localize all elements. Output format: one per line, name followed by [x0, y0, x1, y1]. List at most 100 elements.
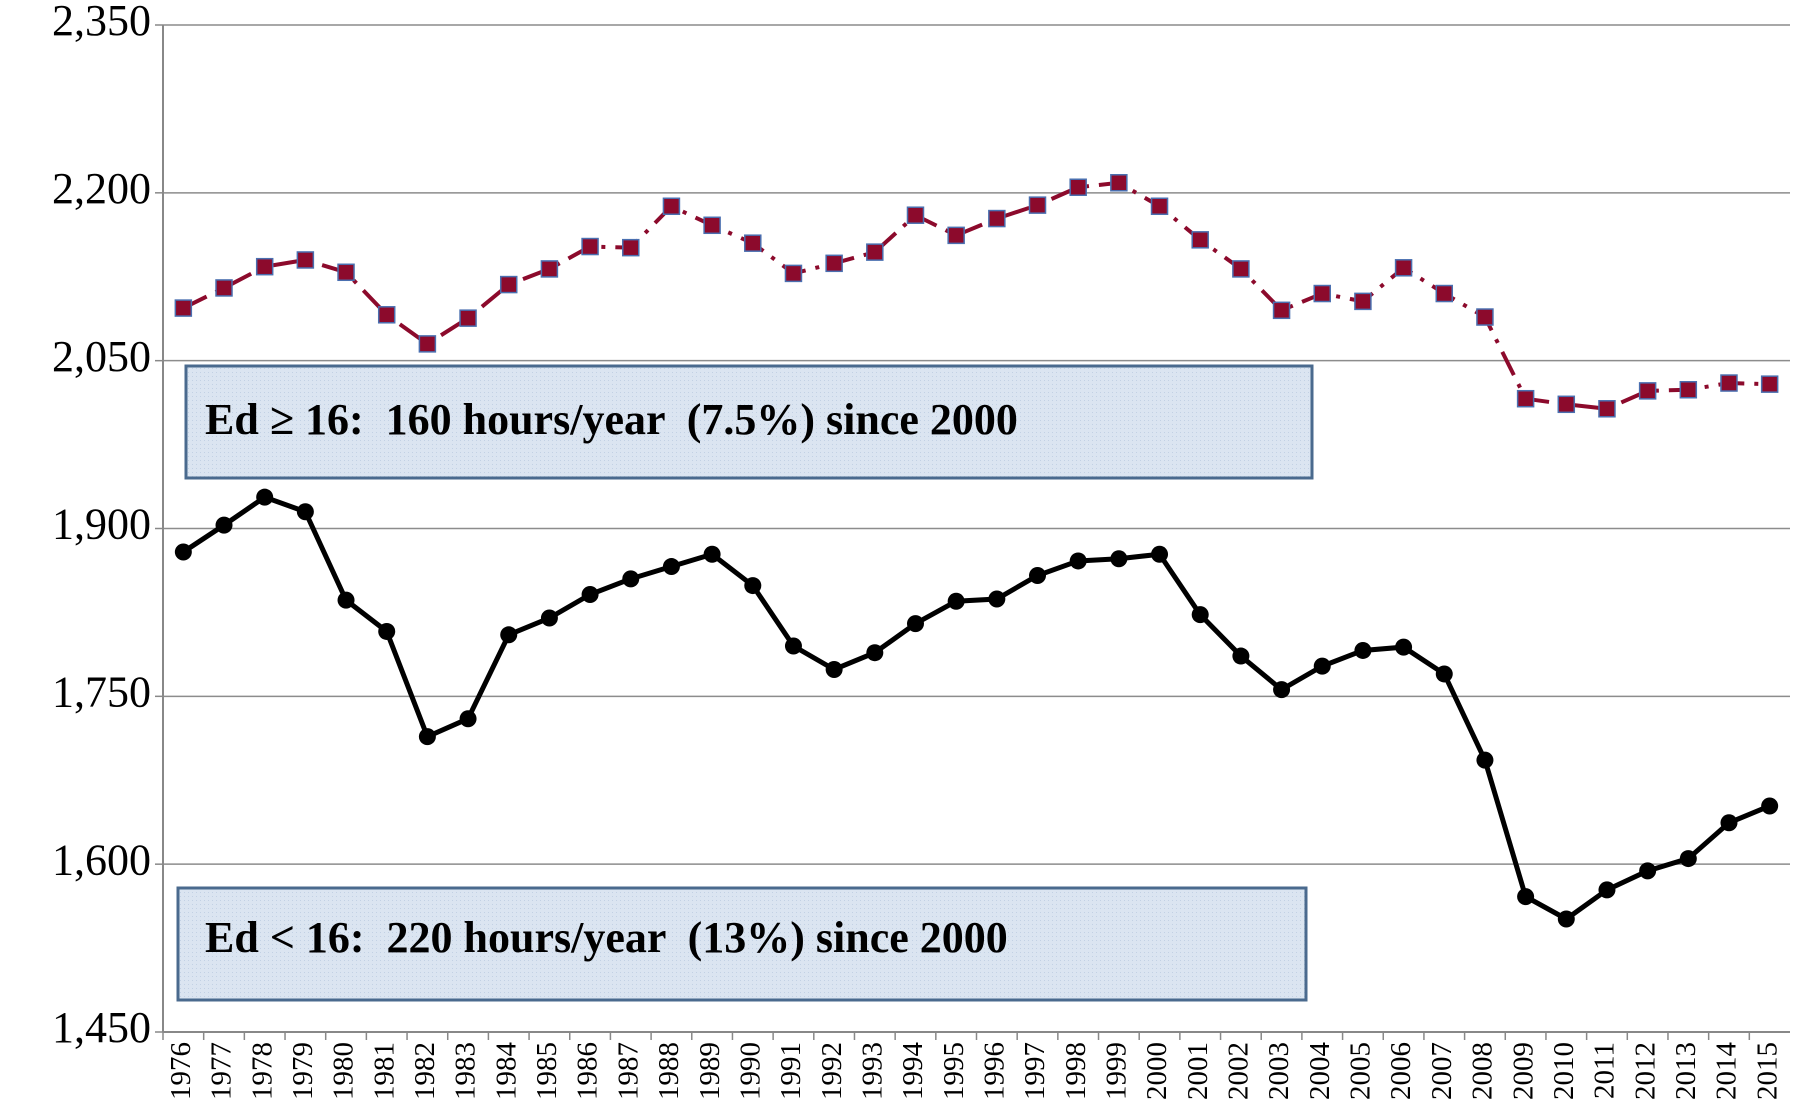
x-tick-label: 1989 — [694, 1042, 726, 1100]
marker — [1720, 814, 1738, 832]
x-tick-label: 2012 — [1629, 1042, 1661, 1100]
x-tick-label: 1978 — [246, 1042, 278, 1100]
marker — [988, 209, 1006, 228]
marker — [1110, 550, 1128, 568]
marker — [1069, 552, 1087, 570]
marker — [1150, 197, 1169, 216]
marker — [1191, 231, 1209, 249]
x-tick-label: 1995 — [938, 1042, 970, 1100]
marker — [581, 237, 599, 256]
marker — [418, 335, 437, 353]
annotation-box — [184, 364, 1314, 480]
marker — [1110, 174, 1128, 192]
marker — [1272, 301, 1291, 320]
marker — [825, 254, 843, 273]
x-tick-label: 2015 — [1751, 1042, 1783, 1100]
x-tick-label: 2011 — [1589, 1042, 1621, 1099]
x-tick-label: 1984 — [490, 1042, 522, 1101]
marker — [1557, 910, 1575, 928]
marker — [296, 251, 315, 269]
marker — [703, 216, 721, 235]
marker — [378, 622, 396, 640]
x-tick-label: 1992 — [816, 1042, 848, 1100]
marker — [988, 590, 1006, 608]
marker — [1517, 888, 1535, 906]
marker — [1354, 641, 1372, 659]
marker — [1598, 400, 1616, 418]
marker — [1638, 382, 1657, 400]
marker — [500, 626, 518, 644]
y-tick-label: 2,050 — [52, 332, 151, 381]
marker — [622, 570, 640, 588]
marker — [866, 243, 884, 261]
marker — [1598, 881, 1616, 899]
x-tick-label: 2007 — [1426, 1042, 1458, 1100]
x-tick-label: 2003 — [1263, 1042, 1295, 1100]
y-tick-label: 2,350 — [52, 0, 151, 45]
marker — [947, 592, 965, 610]
marker — [1151, 545, 1169, 563]
x-tick-label: 2009 — [1507, 1042, 1539, 1100]
marker — [256, 488, 274, 506]
marker — [662, 558, 680, 576]
marker — [662, 197, 681, 216]
x-tick-label: 1988 — [653, 1042, 685, 1100]
x-tick-label: 1996 — [978, 1042, 1010, 1100]
marker — [255, 257, 274, 276]
x-tick-label: 2006 — [1385, 1042, 1417, 1100]
x-tick-label: 2008 — [1467, 1042, 1499, 1100]
x-tick-label: 2000 — [1141, 1042, 1173, 1100]
marker — [1720, 374, 1738, 392]
series-line — [182, 180, 1770, 411]
marker — [1639, 862, 1657, 880]
marker — [1029, 566, 1047, 584]
x-tick-label: 1994 — [897, 1042, 929, 1101]
marker — [947, 226, 965, 245]
marker — [337, 263, 355, 282]
marker — [1191, 606, 1209, 624]
x-tick-label: 1999 — [1101, 1042, 1133, 1100]
x-tick-label: 1976 — [165, 1042, 197, 1100]
marker — [581, 586, 599, 604]
x-tick-label: 2013 — [1670, 1042, 1702, 1100]
marker — [703, 545, 721, 563]
marker — [1232, 647, 1250, 665]
x-tick-label: 2002 — [1223, 1042, 1255, 1100]
y-tick-label: 1,600 — [52, 835, 151, 884]
y-tick-label: 1,450 — [52, 1003, 151, 1052]
marker — [174, 299, 193, 317]
y-tick-label: 1,750 — [52, 667, 151, 716]
marker — [1394, 259, 1413, 277]
marker — [906, 206, 925, 224]
marker — [1028, 196, 1047, 214]
annotation-box — [176, 886, 1308, 1002]
x-tick-label: 1997 — [1019, 1042, 1051, 1100]
x-tick-label: 1980 — [328, 1042, 360, 1100]
marker — [459, 309, 477, 327]
y-tick-label: 1,900 — [52, 500, 151, 549]
marker — [1760, 375, 1779, 393]
marker — [1313, 657, 1331, 675]
marker — [1476, 308, 1494, 326]
marker — [1232, 260, 1250, 278]
annotation: Ed < 16: 220 hours/year (13%) since 2000 — [205, 913, 1008, 962]
marker — [337, 591, 355, 609]
marker — [418, 728, 436, 746]
marker — [540, 609, 558, 627]
marker — [1273, 681, 1291, 699]
annotation: Ed ≥ 16: 160 hours/year (7.5%) since 200… — [205, 395, 1018, 444]
x-tick-label: 2014 — [1711, 1042, 1743, 1101]
marker — [1354, 292, 1372, 311]
marker — [1476, 751, 1494, 769]
x-tick-label: 2005 — [1345, 1042, 1377, 1100]
marker — [1395, 638, 1413, 656]
marker — [1435, 665, 1453, 683]
x-tick-label: 1991 — [775, 1042, 807, 1100]
marker — [906, 615, 924, 633]
x-tick-label: 1983 — [450, 1042, 482, 1100]
x-tick-label: 1998 — [1060, 1042, 1092, 1100]
marker — [540, 260, 559, 278]
marker — [1761, 797, 1779, 815]
x-tick-label: 1987 — [612, 1042, 644, 1100]
